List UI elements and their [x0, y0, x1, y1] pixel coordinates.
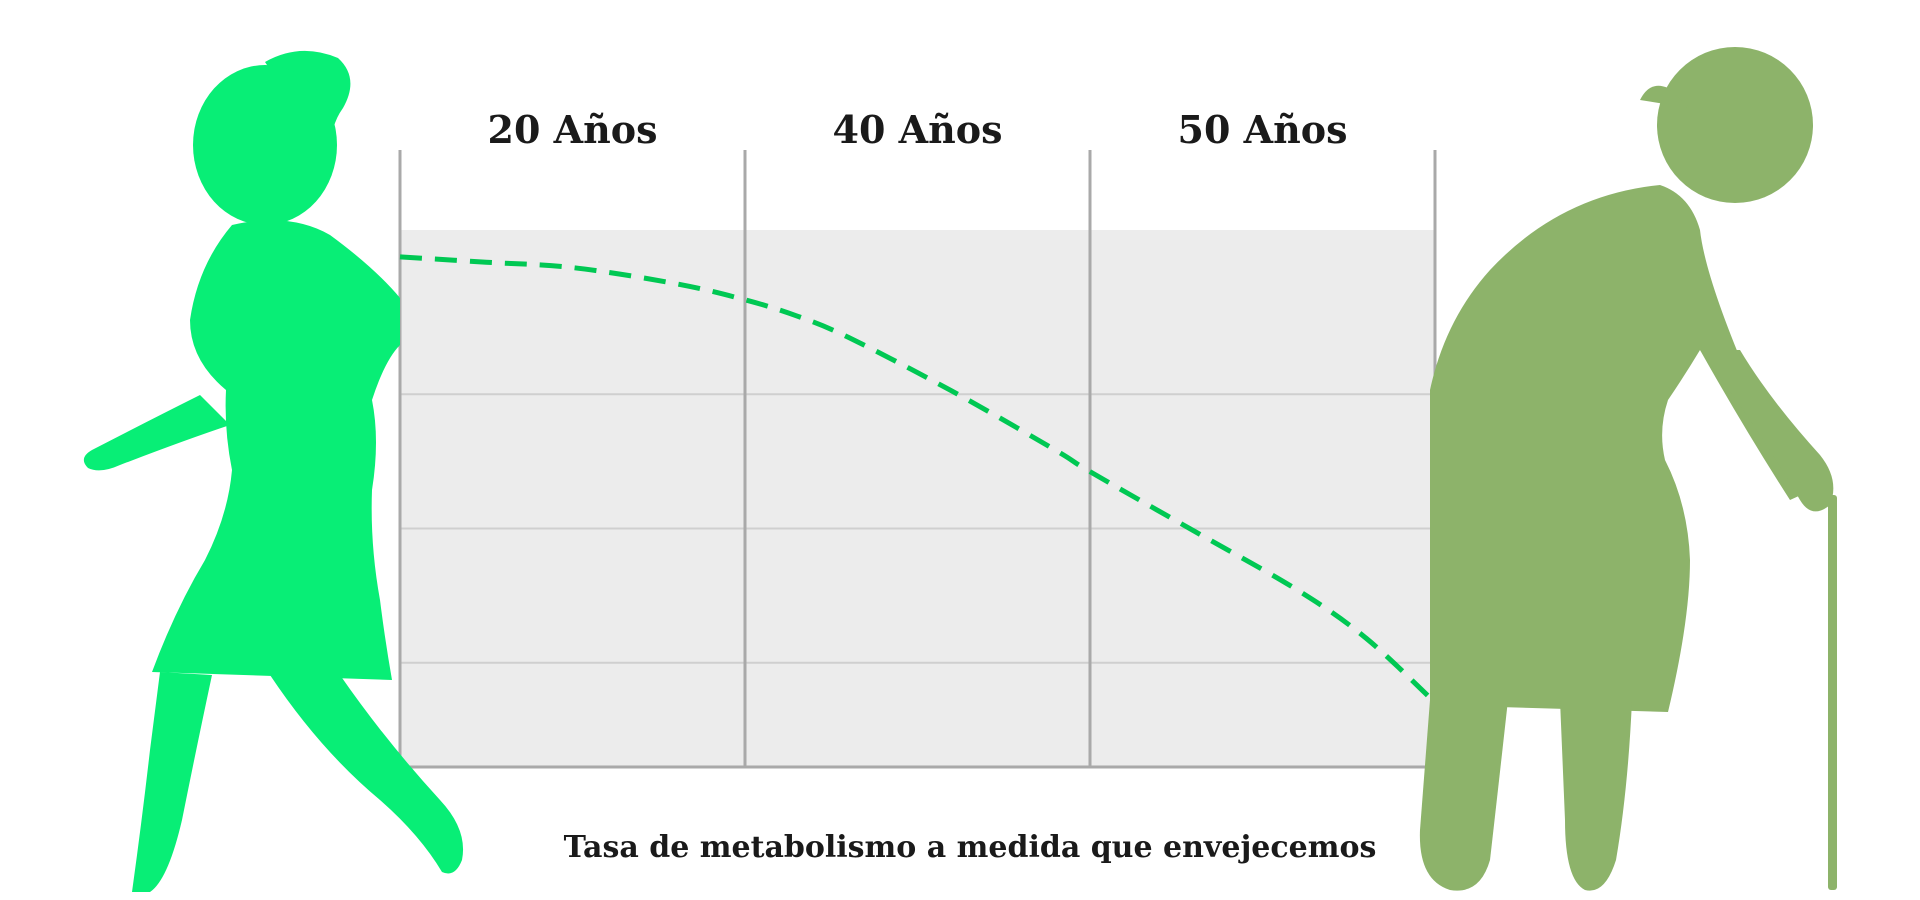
metabolism-rate-line [399, 254, 1437, 705]
chart-title: Tasa de metabolismo a medida que envejec… [564, 830, 1377, 865]
column-headers: 20 Años 40 Años 50 Años [488, 107, 1348, 152]
column-header: 50 Años [1178, 107, 1348, 152]
plot-area [400, 230, 1435, 767]
column-header: 20 Años [488, 107, 658, 152]
horizontal-gridlines [400, 393, 1435, 664]
elderly-woman-with-cane-icon [1419, 47, 1837, 891]
young-woman-walking-icon [83, 50, 464, 892]
column-header: 40 Años [833, 107, 1003, 152]
